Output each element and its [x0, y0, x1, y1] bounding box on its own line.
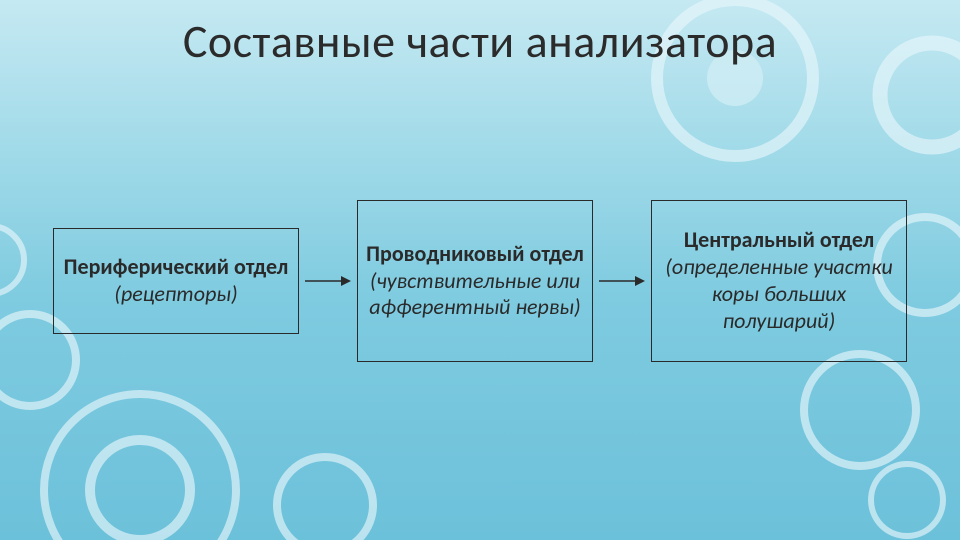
- box-central: Центральный отдел (определенные участки …: [651, 200, 907, 362]
- box-central-title: Центральный отдел: [684, 227, 874, 254]
- box-peripheral-desc: (рецепторы): [114, 281, 237, 308]
- arrow-2: [599, 271, 645, 291]
- slide-title: Составные части анализатора: [0, 14, 960, 70]
- box-peripheral-title: Периферический отдел: [64, 254, 289, 281]
- arrow-icon: [599, 271, 645, 291]
- diagram-row: Периферический отдел (рецепторы) Проводн…: [0, 200, 960, 362]
- box-conductor: Проводниковый отдел (чувствительные или …: [357, 200, 593, 362]
- box-conductor-title: Проводниковый отдел: [366, 241, 584, 268]
- box-central-desc: (определенные участки коры больших полуш…: [658, 254, 900, 334]
- arrow-1: [305, 271, 351, 291]
- arrow-icon: [305, 271, 351, 291]
- slide: Составные части анализатора Периферическ…: [0, 0, 960, 540]
- box-conductor-desc: (чувствительные или афферентный нервы): [364, 268, 586, 322]
- box-peripheral: Периферический отдел (рецепторы): [53, 228, 299, 334]
